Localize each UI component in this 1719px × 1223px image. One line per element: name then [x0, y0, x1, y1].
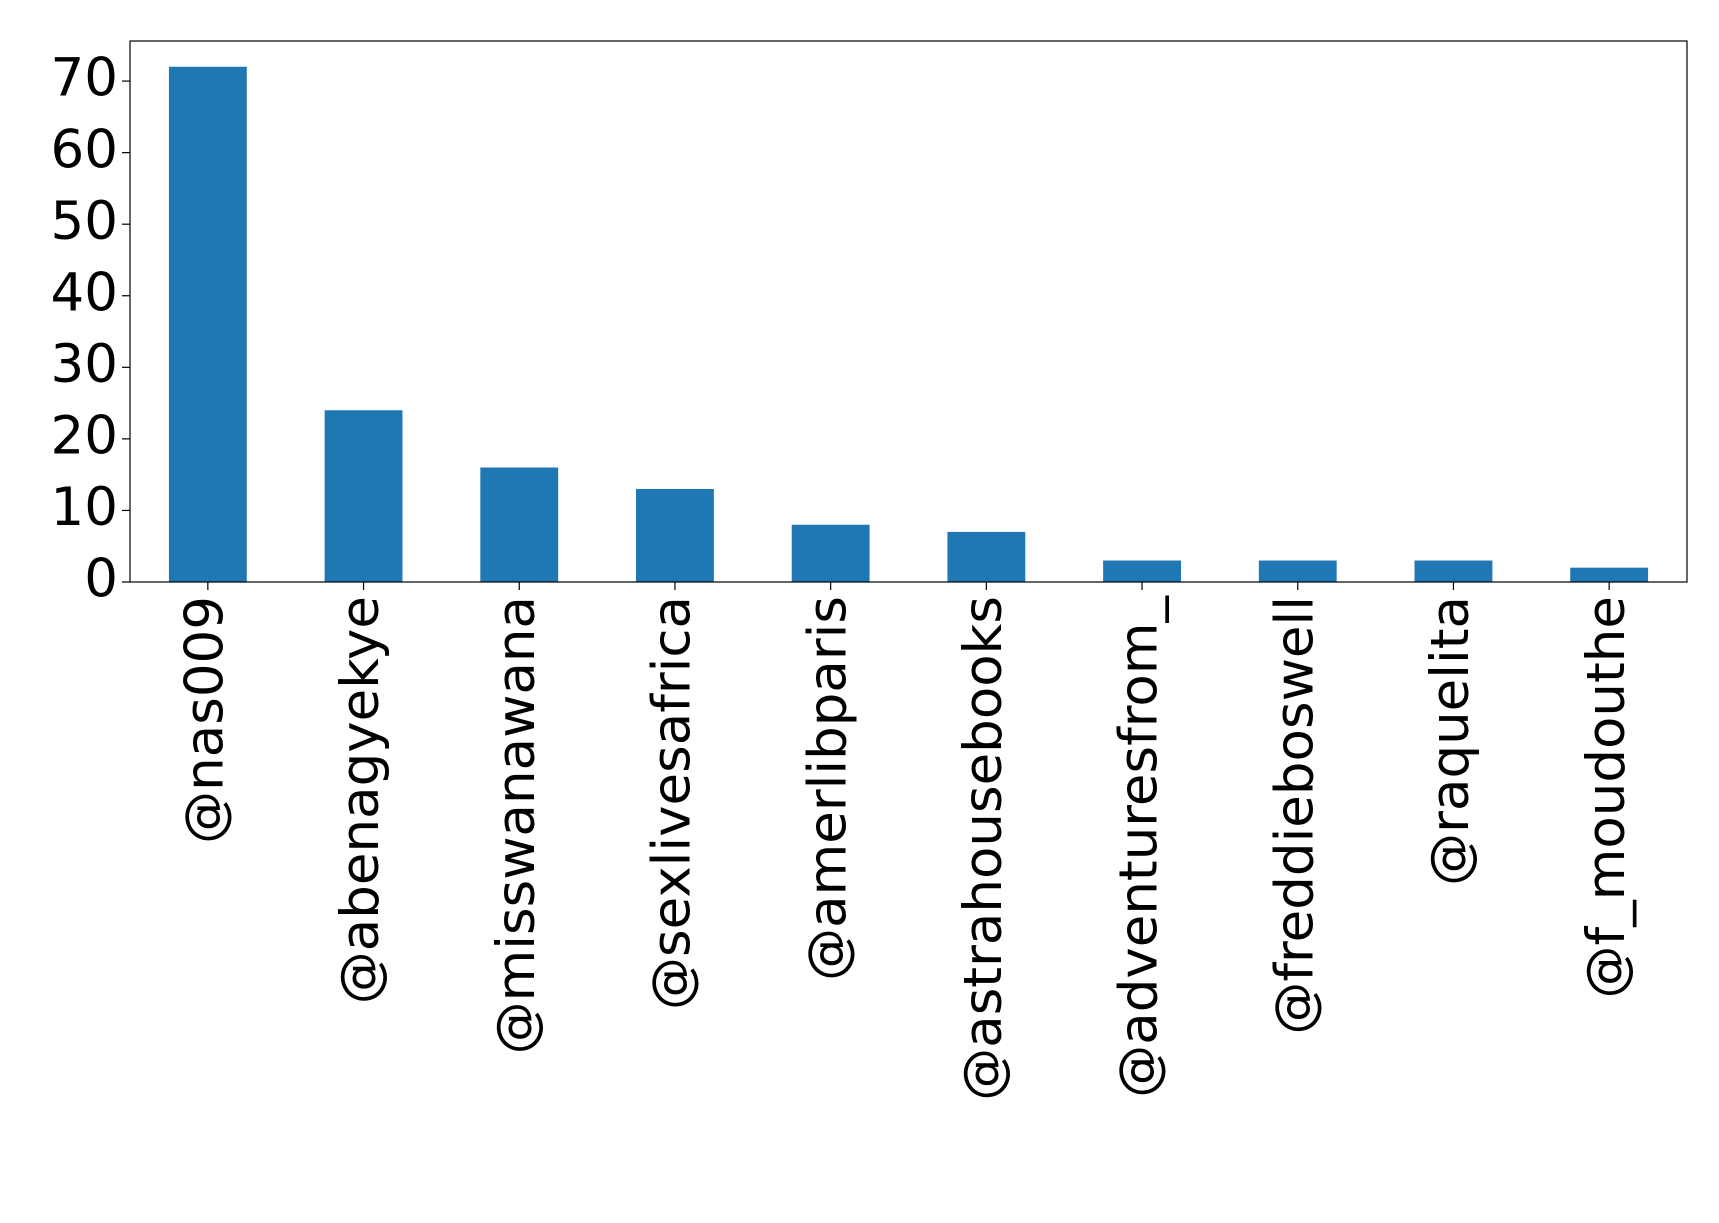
x-tick-label: @nas009 — [174, 596, 235, 844]
x-tick-label: @astrahousebooks — [953, 596, 1014, 1101]
bar — [324, 410, 403, 582]
x-tick-label: @adventuresfrom_ — [1109, 595, 1170, 1098]
x-tick-label: @misswanawana — [486, 596, 547, 1054]
bar — [1570, 567, 1649, 582]
y-tick-label: 30 — [51, 334, 118, 395]
bar — [480, 467, 559, 582]
x-tick-label: @raquelita — [1420, 596, 1481, 886]
y-tick-label: 40 — [51, 262, 118, 323]
plot-frame — [129, 40, 1688, 583]
x-tick-label: @amerlibparis — [797, 596, 858, 981]
y-tick-label: 0 — [84, 549, 118, 610]
x-tick-label: @sexlivesafrica — [642, 596, 703, 1010]
bar — [947, 531, 1026, 582]
y-tick-label: 70 — [51, 48, 118, 109]
bar — [168, 66, 247, 582]
x-tick-label: @freddieboswell — [1264, 596, 1325, 1035]
bar — [1414, 560, 1493, 582]
bar — [791, 524, 870, 582]
y-tick-label: 10 — [51, 477, 118, 538]
y-tick-label: 60 — [51, 119, 118, 180]
bar — [1258, 560, 1337, 582]
x-tick-label: @abenagyekye — [330, 596, 391, 1004]
y-tick-label: 20 — [51, 406, 118, 467]
y-tick-label: 50 — [51, 191, 118, 252]
x-tick-label: @f_moudouthe — [1576, 596, 1637, 998]
bar — [636, 488, 714, 582]
bar — [1103, 560, 1181, 582]
